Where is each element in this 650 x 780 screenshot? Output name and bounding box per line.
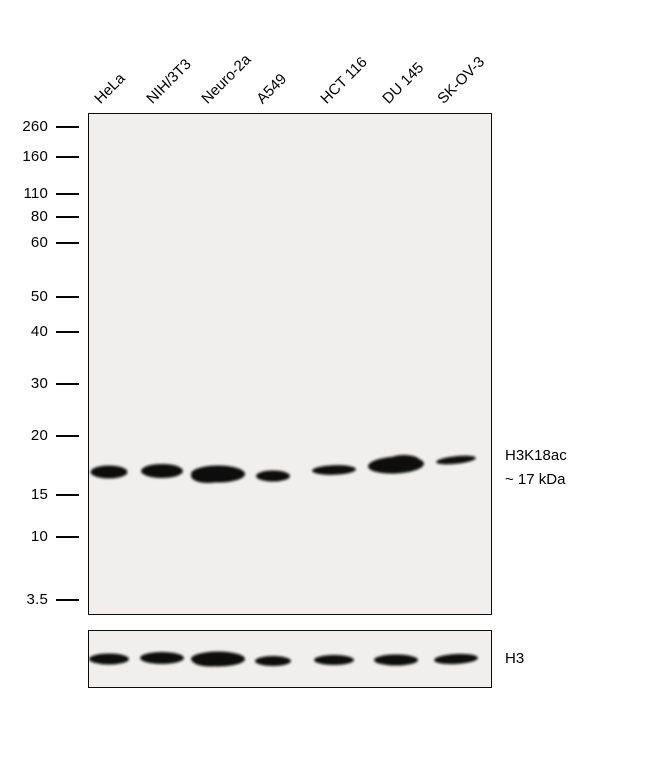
lane-label-nih3t3: NIH/3T3 (143, 55, 195, 108)
mw-label-60: 60 (30, 234, 48, 251)
control-protein-label: H3 (505, 650, 525, 667)
mw-label-40: 40 (30, 323, 48, 340)
band-nih3t3 (141, 464, 183, 478)
lane-label-neuro2a: Neuro-2a (198, 51, 255, 108)
marker-tick (56, 296, 79, 298)
lane-label-skov3: SK-OV-3 (434, 53, 489, 108)
marker-tick (56, 383, 79, 385)
mw-label-15: 15 (30, 486, 48, 503)
marker-tick (56, 331, 79, 333)
marker-tick (56, 536, 79, 538)
mw-label-3-5: 3.5 (26, 591, 48, 608)
marker-tick (56, 494, 79, 496)
lane-label-hela: HeLa (91, 69, 129, 108)
marker-tick (56, 126, 79, 128)
control-blot-panel (88, 630, 492, 688)
marker-tick (56, 435, 79, 437)
mw-label-50: 50 (30, 288, 48, 305)
mw-label-160: 160 (22, 148, 48, 165)
mw-label-260: 260 (22, 118, 48, 135)
lane-label-du145: DU 145 (379, 59, 428, 108)
lane-label-hct116: HCT 116 (317, 53, 371, 108)
marker-tick (56, 242, 79, 244)
control-band-a549 (255, 656, 291, 666)
mw-label-30: 30 (30, 375, 48, 392)
mw-label-110: 110 (23, 185, 48, 202)
marker-tick (56, 193, 79, 195)
band-hela (90, 465, 128, 479)
main-blot-panel (88, 113, 492, 615)
control-band-skov3 (434, 653, 478, 665)
band-hct116 (312, 465, 356, 475)
mw-label-10: 10 (30, 528, 48, 545)
target-protein-label: H3K18ac (505, 447, 567, 464)
control-band-nih3t3 (140, 652, 184, 664)
marker-tick (56, 216, 79, 218)
target-size-label: ~ 17 kDa (505, 471, 566, 488)
main-bands-svg (90, 455, 476, 483)
band-du145-blob (387, 455, 421, 469)
mw-label-20: 20 (30, 427, 48, 444)
control-band-hela (89, 653, 129, 665)
marker-tick (56, 156, 79, 158)
band-neuro2a-blob (191, 469, 225, 483)
control-band-du145 (374, 654, 418, 666)
marker-tick (56, 599, 79, 601)
control-band-neuro2a-blob (192, 653, 228, 667)
mw-label-80: 80 (30, 208, 48, 225)
band-a549 (256, 470, 290, 482)
control-bands-svg (89, 651, 478, 667)
lane-label-a549: A549 (253, 70, 291, 108)
control-band-hct116 (314, 655, 354, 665)
band-skov3 (436, 455, 476, 465)
